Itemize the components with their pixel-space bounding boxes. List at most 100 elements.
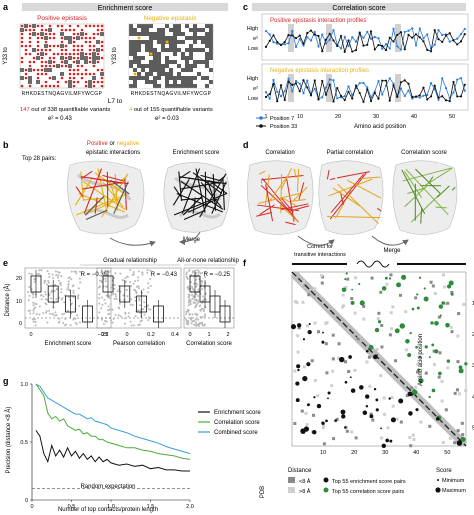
neg-profile-frame	[261, 63, 469, 111]
grid-cell-white	[193, 52, 197, 56]
e-point	[54, 314, 57, 317]
f-pdb-contact	[382, 396, 386, 400]
grid-dot-positive	[20, 32, 24, 36]
e-point	[137, 309, 140, 312]
grid-cell-white	[161, 60, 165, 64]
profile-point	[324, 38, 328, 41]
profile-point	[384, 43, 388, 46]
grid-cell-white	[185, 52, 189, 56]
profile-point	[328, 78, 331, 81]
grid-cell-grey	[92, 52, 96, 56]
grid-cell-white	[165, 28, 169, 32]
f-ytick: 10	[472, 301, 474, 307]
f-pdb-contact	[457, 312, 461, 316]
grid-dot-positive	[60, 60, 64, 64]
grid-dot-positive	[92, 36, 96, 40]
grid-dot-positive	[72, 72, 76, 76]
e-point	[40, 269, 43, 272]
grid-cell-grey	[40, 52, 44, 56]
protein-structure-left	[67, 160, 145, 235]
grid-cell-grey	[92, 60, 96, 64]
profile-point	[306, 36, 309, 39]
grid-dot-positive	[80, 44, 84, 48]
f-pdb-contact	[380, 345, 384, 349]
e-point	[28, 285, 31, 288]
f-enrich-pair	[313, 396, 316, 399]
f-corr-pair	[412, 388, 415, 391]
g-xtick: 0	[30, 504, 33, 510]
f-pdb-contact	[432, 349, 436, 353]
profile-point	[377, 97, 380, 100]
grid-cell-white	[161, 56, 165, 60]
profile-point	[411, 97, 414, 100]
f-pdb-contact	[344, 285, 348, 289]
grid-dot-positive	[64, 28, 68, 32]
profile-point	[456, 78, 459, 81]
e-point	[104, 277, 107, 280]
partial-correlation-lines	[326, 169, 382, 224]
e-point	[38, 313, 41, 316]
f-pdb-contact	[321, 426, 325, 430]
e-xtick: 0	[125, 332, 128, 338]
e-point	[138, 323, 141, 326]
e-point	[51, 312, 54, 315]
c-xtick-1: 1	[264, 114, 267, 120]
grid-cell-white	[205, 68, 209, 72]
grid-dot-positive	[28, 52, 32, 56]
f-corr-pair	[428, 356, 431, 359]
f-corr-pair	[428, 395, 431, 399]
e-point	[32, 304, 35, 307]
grid-cell-white	[157, 48, 161, 52]
grid-dot-positive	[96, 52, 100, 56]
grid-cell-grey	[36, 80, 40, 84]
profile-point	[347, 85, 350, 88]
grid-cell-white	[157, 24, 161, 28]
grid-cell-white	[165, 68, 169, 72]
f-pdb-contact	[322, 442, 326, 446]
e-point	[134, 280, 137, 283]
grid-dot-positive	[48, 84, 52, 88]
f-corr-pair	[411, 389, 418, 395]
e-point	[196, 323, 199, 326]
correlation-line	[288, 205, 310, 212]
f-pdb-contact	[362, 304, 366, 308]
legend-position-33: Position 33	[270, 124, 297, 130]
e-point	[72, 318, 75, 321]
e-point	[104, 272, 107, 275]
e-point	[137, 276, 140, 279]
f-corr-pair	[368, 344, 374, 350]
grid-dot-positive	[36, 68, 40, 72]
grid-cell-white	[145, 84, 149, 88]
e-point	[108, 297, 111, 300]
grid-cell-white	[169, 52, 173, 56]
f-corr-pair	[446, 284, 452, 289]
e-point	[77, 295, 80, 298]
f-enrich-pair	[375, 408, 379, 412]
grid-cell-grey	[76, 36, 80, 40]
e-point	[194, 304, 197, 307]
grid-cell-grey	[20, 76, 24, 80]
e-point	[117, 314, 120, 317]
f-xtick: 40	[413, 450, 419, 456]
grid-dot-positive	[80, 36, 84, 40]
profile-point	[444, 87, 448, 90]
f-legend-enrich-dot	[323, 477, 329, 483]
f-enrich-pair	[407, 391, 413, 397]
grid-cell-grey	[64, 60, 68, 64]
f-corr-pair	[458, 365, 463, 370]
e-xtick: 25	[102, 332, 108, 338]
contact-map: 10 10 20 20 30 30 40 40 50 50	[290, 260, 474, 456]
e-point	[104, 302, 107, 305]
profile-point	[403, 94, 406, 98]
f-enrich-pair	[308, 323, 311, 326]
grid-cell-white	[177, 44, 181, 48]
grid-dot-positive	[64, 44, 68, 48]
e-point	[197, 299, 200, 302]
e-point	[27, 299, 30, 302]
f-corr-pair	[358, 282, 361, 286]
neg-profile-lines	[264, 74, 466, 103]
f-enrich-pair	[373, 387, 377, 391]
grid-cell-grey	[28, 80, 32, 84]
f-pdb-contact	[440, 379, 444, 383]
grid-dot-positive	[52, 56, 56, 60]
